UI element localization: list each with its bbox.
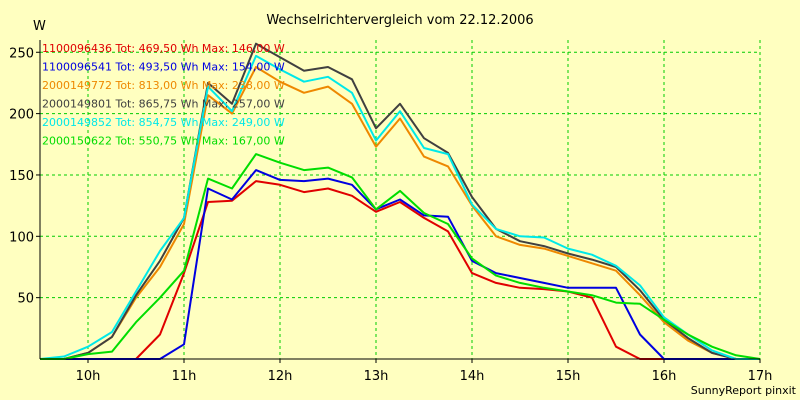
y-ticks: 50 100 150 200 250 [9,46,40,307]
footer-credit: SunnyReport pinxit [691,384,797,397]
legend-entry: 1100096436 Tot: 469,50 Wh Max: 146,00 W [42,42,285,55]
legend-entry: 1100096541 Tot: 493,50 Wh Max: 154,00 W [42,61,285,74]
legend-entry: 2000149852 Tot: 854,75 Wh Max: 249,00 W [42,116,285,129]
legend-entry: 2000149772 Tot: 813,00 Wh Max: 238,00 W [42,79,285,92]
axes [39,40,760,360]
x-ticks: 10h 11h 12h 13h 14h 15h 16h 17h [76,359,773,384]
series-line-5 [39,54,760,360]
x-tick-label: 11h [172,369,197,384]
chart-title: Wechselrichtervergleich vom 22.12.2006 [266,13,533,28]
y-axis-label: W [33,19,46,34]
x-tick-label: 15h [556,369,581,384]
y-tick-label: 150 [9,169,34,184]
x-tick-label: 14h [460,369,485,384]
legend: 1100096436 Tot: 469,50 Wh Max: 146,00 W 1… [42,42,285,148]
series-lines [39,42,761,360]
y-tick-label: 250 [9,46,34,61]
x-tick-label: 17h [748,369,773,384]
series-line-3 [40,66,760,360]
y-tick-label: 200 [9,108,34,123]
y-tick-label: 100 [9,230,34,245]
x-tick-label: 12h [268,369,293,384]
y-tick-label: 50 [17,292,34,307]
x-tick-label: 16h [652,369,677,384]
x-tick-label: 13h [364,369,389,384]
x-tick-label: 10h [76,369,101,384]
legend-entry: 2000149801 Tot: 865,75 Wh Max: 257,00 W [42,98,285,111]
legend-entry: 2000150622 Tot: 550,75 Wh Max: 167,00 W [42,135,285,148]
series-line-4 [40,42,760,360]
series-line-6 [40,153,761,360]
